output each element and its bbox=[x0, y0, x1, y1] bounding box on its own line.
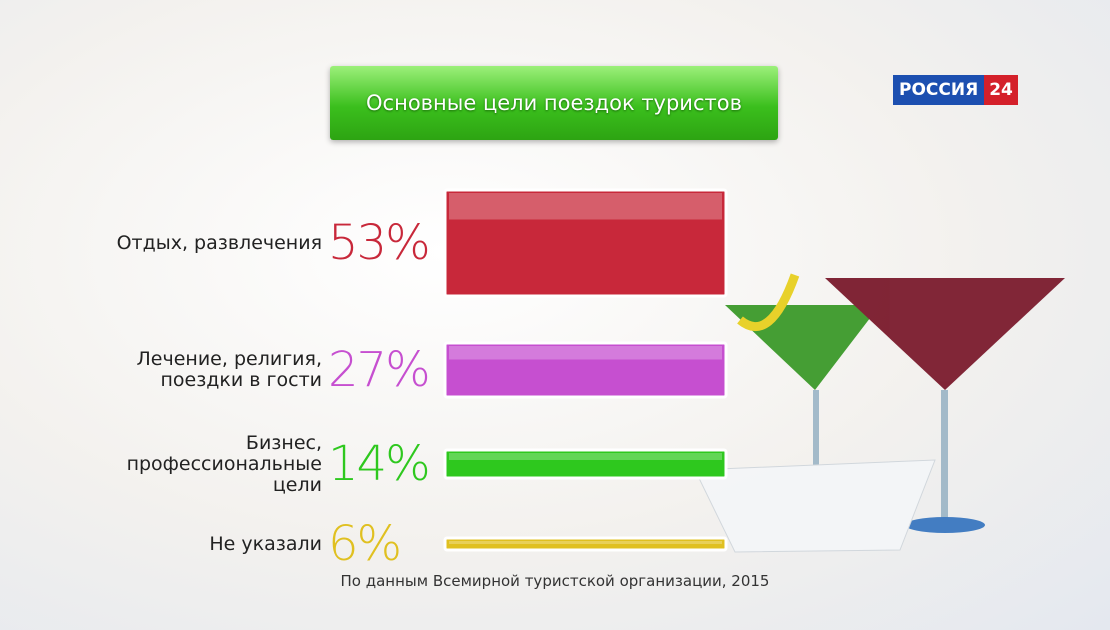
bar-highlight bbox=[449, 193, 722, 220]
category-label: Лечение, религия, поездки в гости bbox=[136, 348, 322, 391]
value-label: 14% bbox=[328, 436, 431, 492]
bar-highlight bbox=[449, 541, 722, 544]
cocktail-illustration bbox=[694, 273, 1065, 553]
value-label: 53% bbox=[328, 215, 431, 271]
lemon bbox=[737, 273, 800, 331]
category-label: Бизнес, профессиональные цели bbox=[126, 431, 322, 496]
glass-foot bbox=[905, 517, 985, 533]
green-glass bbox=[725, 305, 880, 390]
bowl bbox=[694, 459, 936, 553]
channel-logo: РОССИЯ 24 bbox=[893, 75, 1018, 105]
category-label: Не указали bbox=[209, 532, 322, 555]
source-note: По данным Всемирной туристской организац… bbox=[340, 572, 770, 590]
stem bbox=[813, 390, 819, 480]
bar-highlight bbox=[449, 453, 722, 460]
value-label: 27% bbox=[328, 342, 431, 398]
category-label: Отдых, развлечения bbox=[116, 231, 322, 254]
bar bbox=[443, 188, 728, 298]
value-label: 6% bbox=[328, 516, 402, 572]
bar bbox=[443, 448, 728, 480]
chart-title: Основные цели поездок туристов bbox=[330, 66, 778, 140]
bar bbox=[443, 341, 728, 399]
red-glass bbox=[825, 278, 1065, 390]
bar-highlight bbox=[449, 346, 722, 360]
logo-number: 24 bbox=[984, 75, 1018, 105]
bar bbox=[443, 536, 728, 552]
stem bbox=[941, 390, 948, 520]
logo-name: РОССИЯ bbox=[893, 75, 985, 105]
